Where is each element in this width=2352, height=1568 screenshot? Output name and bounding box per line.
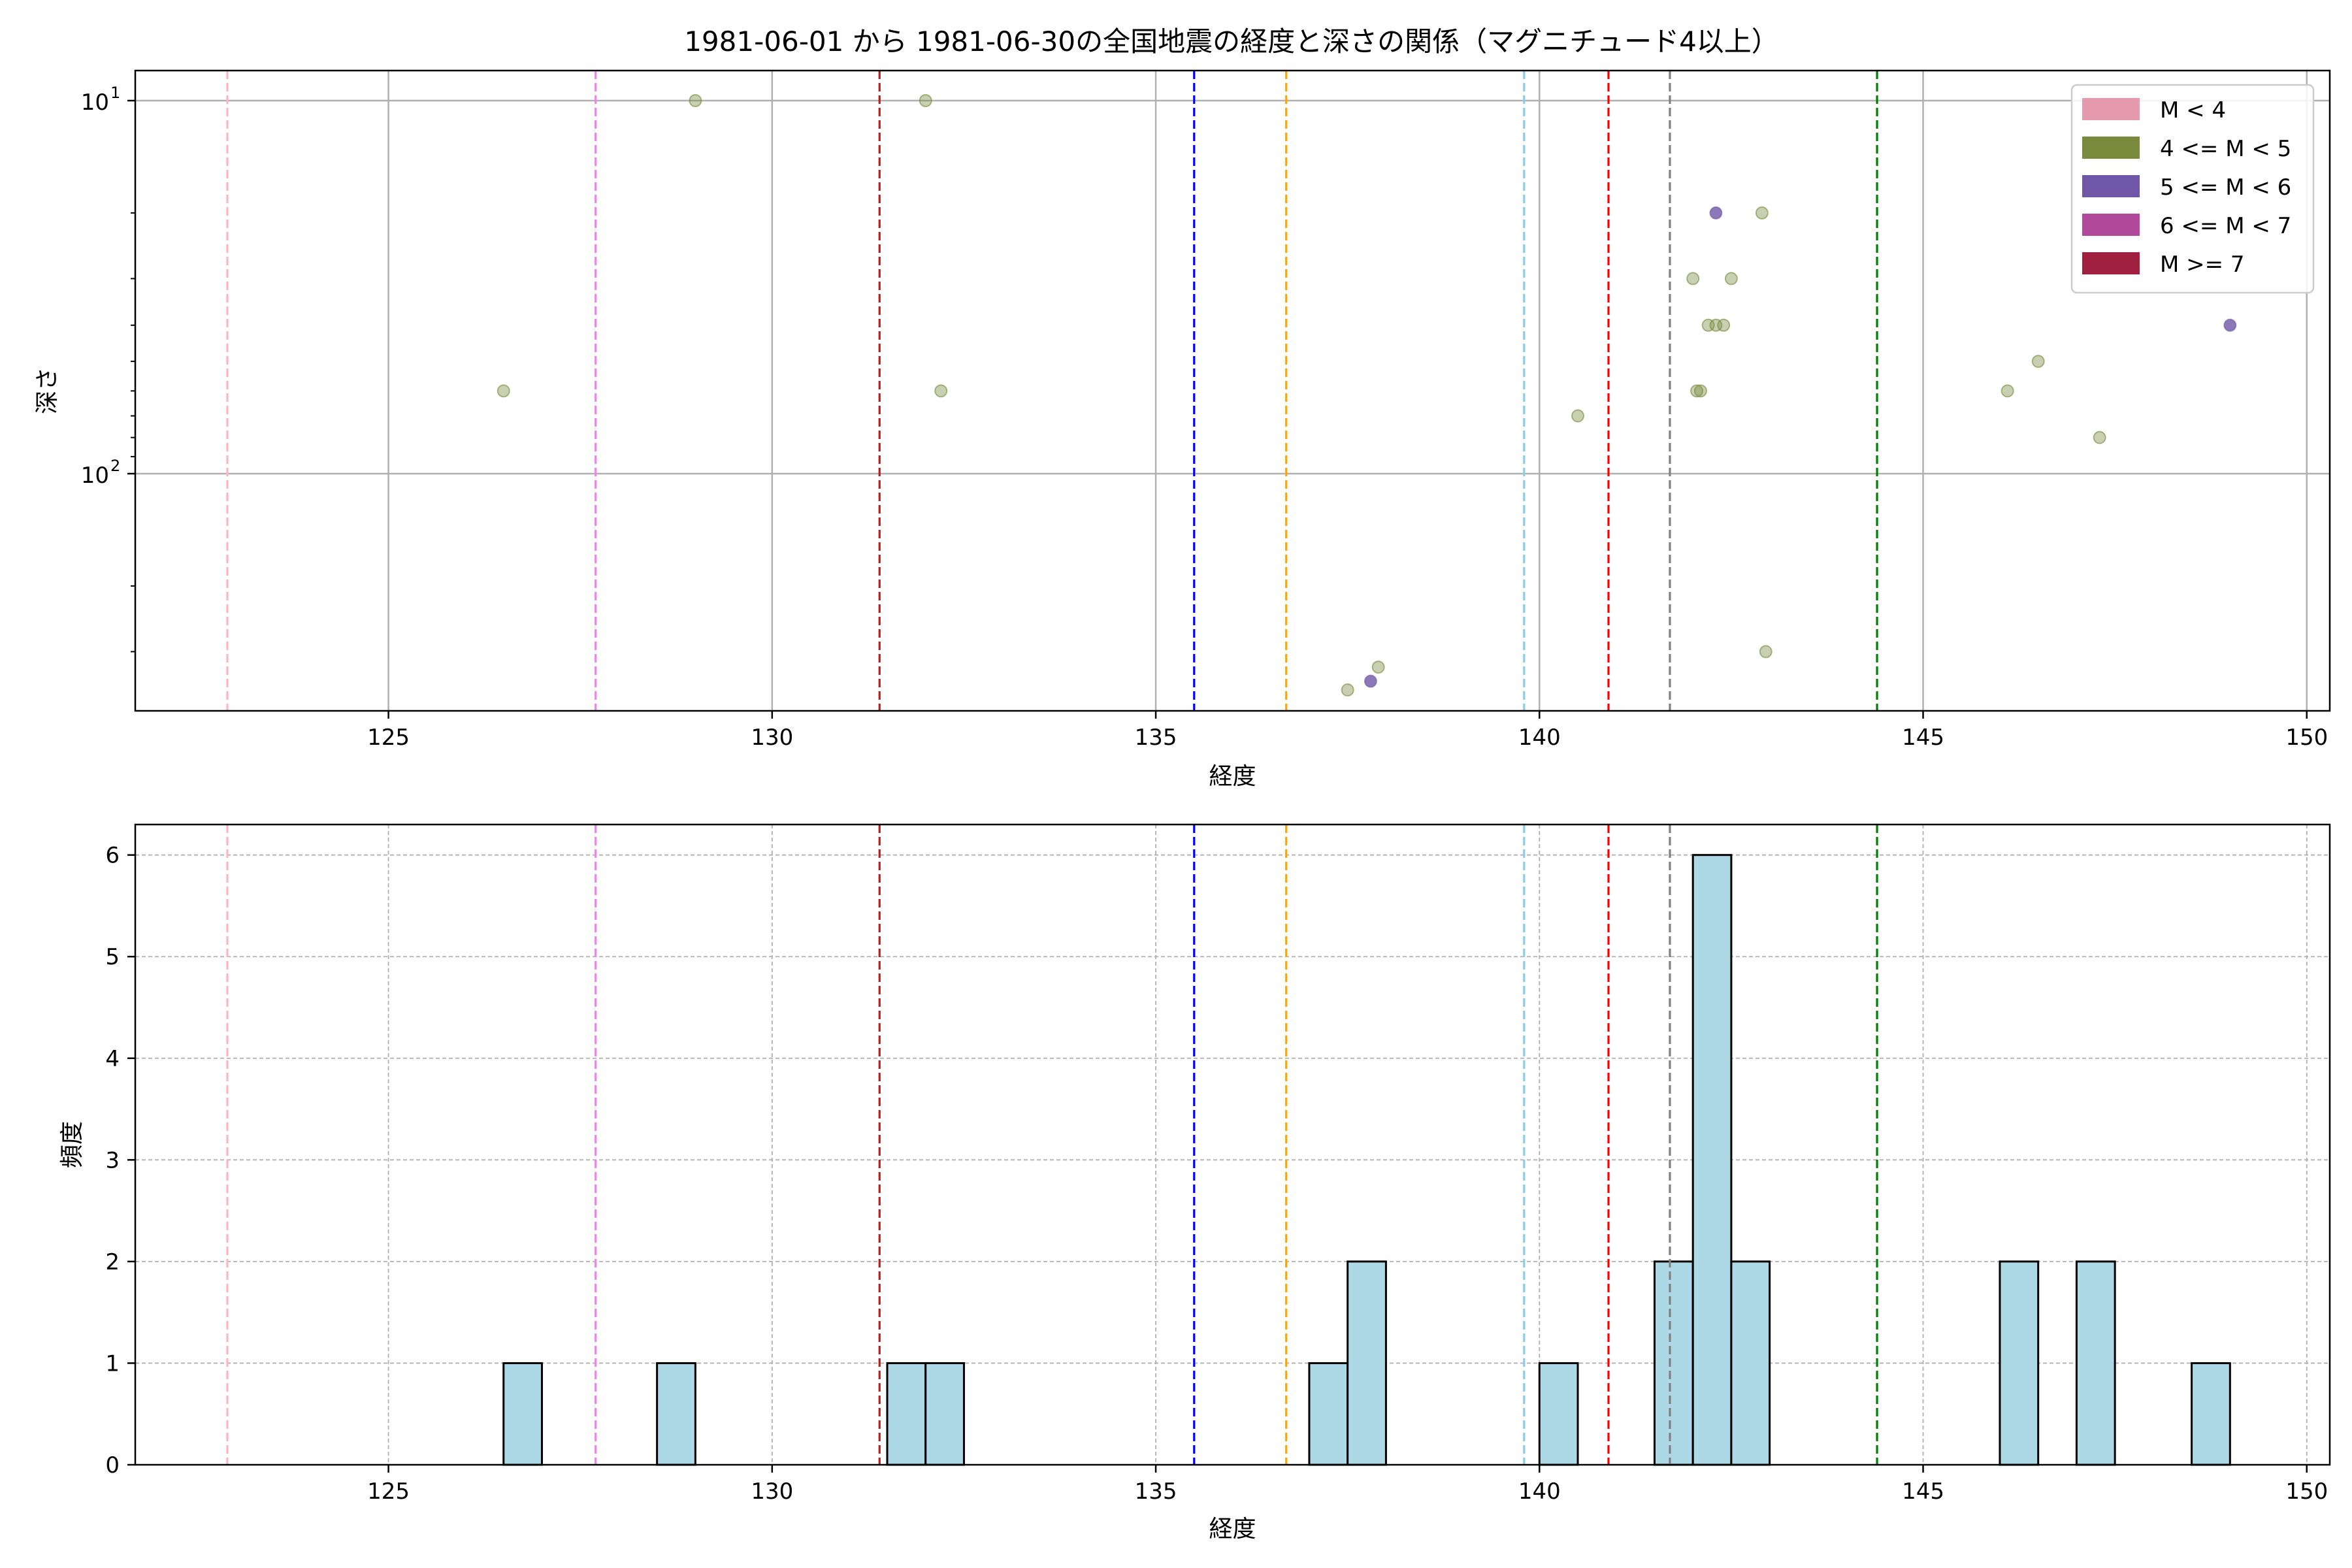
legend-swatch (2082, 98, 2140, 120)
legend-swatch (2082, 137, 2140, 159)
scatter-x-tick-label: 130 (751, 725, 793, 751)
scatter-point (497, 384, 510, 398)
hist-y-tick-label: 0 (105, 1452, 120, 1478)
hist-x-tick-label: 125 (367, 1478, 410, 1505)
legend-swatch (2082, 252, 2140, 274)
scatter-point (1709, 206, 1723, 220)
hist-x-tick-label: 140 (1518, 1478, 1561, 1505)
hist-y-tick-label: 5 (105, 944, 120, 970)
hist-y-axis-label: 頻度 (59, 1121, 86, 1168)
histogram-bar (924, 1362, 965, 1466)
scatter-point (919, 94, 932, 107)
scatter-point (1759, 645, 1772, 659)
scatter-point (2223, 318, 2237, 332)
scatter-point (1755, 206, 1769, 220)
histogram-bar (1999, 1260, 2040, 1466)
histogram-bar (1653, 1260, 1694, 1466)
legend-label: 4 <= M < 5 (2160, 136, 2291, 162)
hist-frame (134, 823, 2331, 1466)
histogram-bar (656, 1362, 696, 1466)
hist-y-tick-label: 2 (105, 1249, 120, 1275)
scatter-point (2031, 355, 2045, 368)
histogram-bar (1691, 854, 1733, 1466)
histogram-bar (2191, 1362, 2231, 1466)
hist-x-tick-label: 150 (2285, 1478, 2328, 1505)
histogram-bar (886, 1362, 927, 1466)
scatter-x-tick-label: 150 (2285, 725, 2328, 751)
scatter-point (1693, 384, 1707, 398)
scatter-point (2093, 431, 2106, 444)
hist-y-tick-label: 6 (105, 843, 120, 869)
scatter-point (1724, 272, 1738, 286)
scatter-point (1571, 409, 1585, 423)
hist-x-tick-label: 145 (1902, 1478, 1944, 1505)
legend-swatch (2082, 214, 2140, 236)
scatter-point (1686, 272, 1700, 286)
legend-swatch (2082, 175, 2140, 197)
scatter-point (1364, 674, 1377, 688)
hist-x-axis-label: 経度 (1209, 1516, 1256, 1543)
histogram-bar (1538, 1362, 1579, 1466)
scatter-x-tick-label: 125 (367, 725, 410, 751)
histogram-bar (1730, 1260, 1771, 1466)
scatter-point (2001, 384, 2014, 398)
histogram-bar (1347, 1260, 1387, 1466)
figure-title: 1981-06-01 から 1981-06-30の全国地震の経度と深さの関係（マ… (684, 25, 1779, 57)
scatter-point (1717, 318, 1731, 332)
legend-label: 6 <= M < 7 (2160, 213, 2291, 239)
histogram-bar (2075, 1260, 2116, 1466)
scatter-point (1371, 661, 1385, 674)
hist-y-tick-label: 3 (105, 1147, 120, 1173)
legend-label: M >= 7 (2160, 252, 2245, 278)
scatter-point (934, 384, 948, 398)
histogram-chart: 125 130 135 140 145 150 0 1 2 3 4 5 6 経度 頻度 (59, 823, 2331, 1543)
hist-y-tick-label: 4 (105, 1046, 120, 1072)
scatter-frame (134, 69, 2331, 712)
scatter-y-tick-label-base: 10 (81, 463, 109, 489)
scatter-point (1690, 384, 1704, 398)
legend-label: 5 <= M < 6 (2160, 174, 2291, 201)
scatter-y-tick-label-exp: 1 (110, 84, 120, 102)
scatter-point (1341, 683, 1354, 697)
scatter-y-axis-label: 深さ (34, 367, 61, 414)
scatter-x-tick-label: 135 (1135, 725, 1177, 751)
scatter-x-tick-label: 145 (1902, 725, 1944, 751)
scatter-x-axis-label: 経度 (1209, 763, 1256, 790)
histogram-bar (1308, 1362, 1349, 1466)
legend: M < 4 4 <= M < 5 5 <= M < 6 6 <= M < 7 M >= … (2070, 84, 2315, 294)
scatter-y-tick-label-base: 10 (81, 90, 109, 116)
hist-x-tick-label: 135 (1135, 1478, 1177, 1505)
hist-y-tick-label: 1 (105, 1350, 120, 1377)
hist-x-tick-label: 130 (751, 1478, 793, 1505)
scatter-point (689, 94, 702, 107)
scatter-x-tick-label: 140 (1518, 725, 1561, 751)
scatter-y-tick-label-exp: 2 (110, 457, 120, 475)
legend-label: M < 4 (2160, 97, 2226, 123)
histogram-bar (502, 1362, 543, 1466)
